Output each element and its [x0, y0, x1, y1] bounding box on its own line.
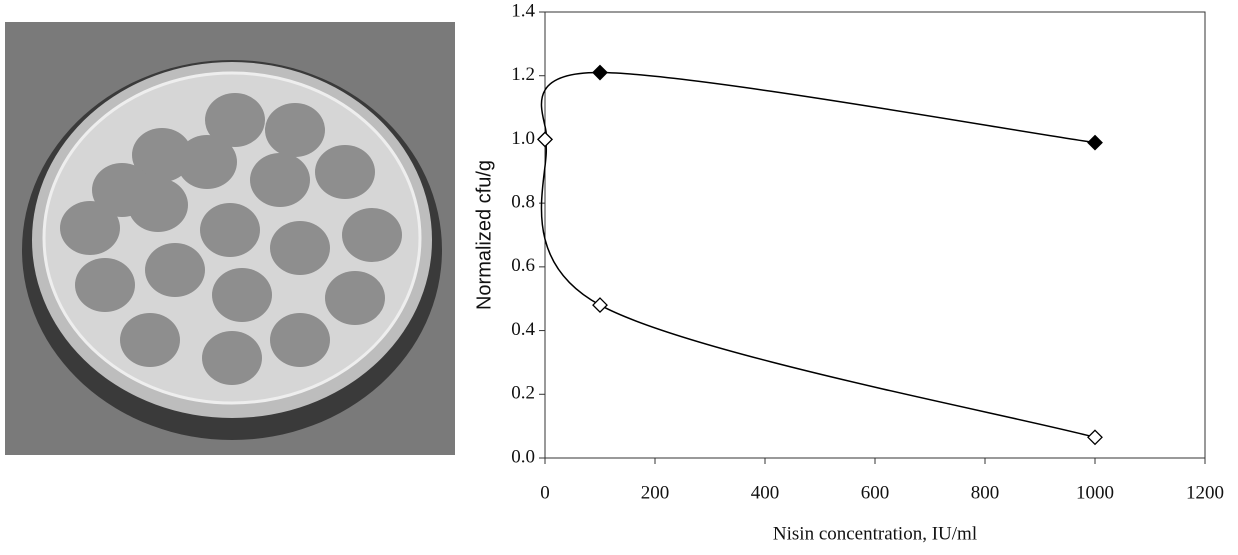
y-tick-label: 0.6	[511, 255, 535, 276]
spot	[145, 243, 205, 297]
marker	[1087, 134, 1103, 151]
series-line	[540, 71, 1096, 144]
y-tick-label: 1.0	[511, 128, 535, 149]
spot	[315, 145, 375, 199]
y-tick-label: 0.2	[511, 383, 535, 404]
spot	[132, 128, 192, 182]
spot	[128, 178, 188, 232]
y-tick-label: 0.8	[511, 192, 535, 213]
y-axis-label: Normalized cfu/g	[473, 160, 495, 310]
spot	[325, 271, 385, 325]
marker	[537, 131, 553, 148]
x-tick-label: 400	[751, 482, 780, 503]
x-tick-label: 600	[861, 482, 890, 503]
spot	[342, 208, 402, 262]
y-tick-label: 1.2	[511, 64, 535, 85]
spot	[212, 268, 272, 322]
y-tick-label: 0.4	[511, 319, 535, 340]
spot	[205, 93, 265, 147]
x-axis-label: Nisin concentration, IU/ml	[773, 523, 977, 544]
spots	[60, 93, 402, 385]
marker	[592, 64, 608, 81]
x-tick-label: 800	[971, 482, 1000, 503]
spot	[120, 313, 180, 367]
series-line	[540, 139, 1096, 439]
y-tick-label: 0.0	[511, 446, 535, 467]
spot	[60, 201, 120, 255]
spot	[265, 103, 325, 157]
spot	[75, 258, 135, 312]
photo	[5, 22, 455, 455]
spot	[270, 221, 330, 275]
marker	[1087, 429, 1103, 446]
y-tick-label: 1.4	[511, 0, 535, 21]
spot	[177, 135, 237, 189]
x-tick-label: 200	[641, 482, 670, 503]
spot	[270, 313, 330, 367]
spot	[200, 203, 260, 257]
marker	[592, 297, 608, 314]
plot-frame	[544, 11, 1206, 459]
spot	[202, 331, 262, 385]
spot	[250, 153, 310, 207]
x-tick-label: 1200	[1186, 482, 1224, 503]
x-tick-label: 0	[540, 482, 550, 503]
x-tick-label: 1000	[1076, 482, 1114, 503]
